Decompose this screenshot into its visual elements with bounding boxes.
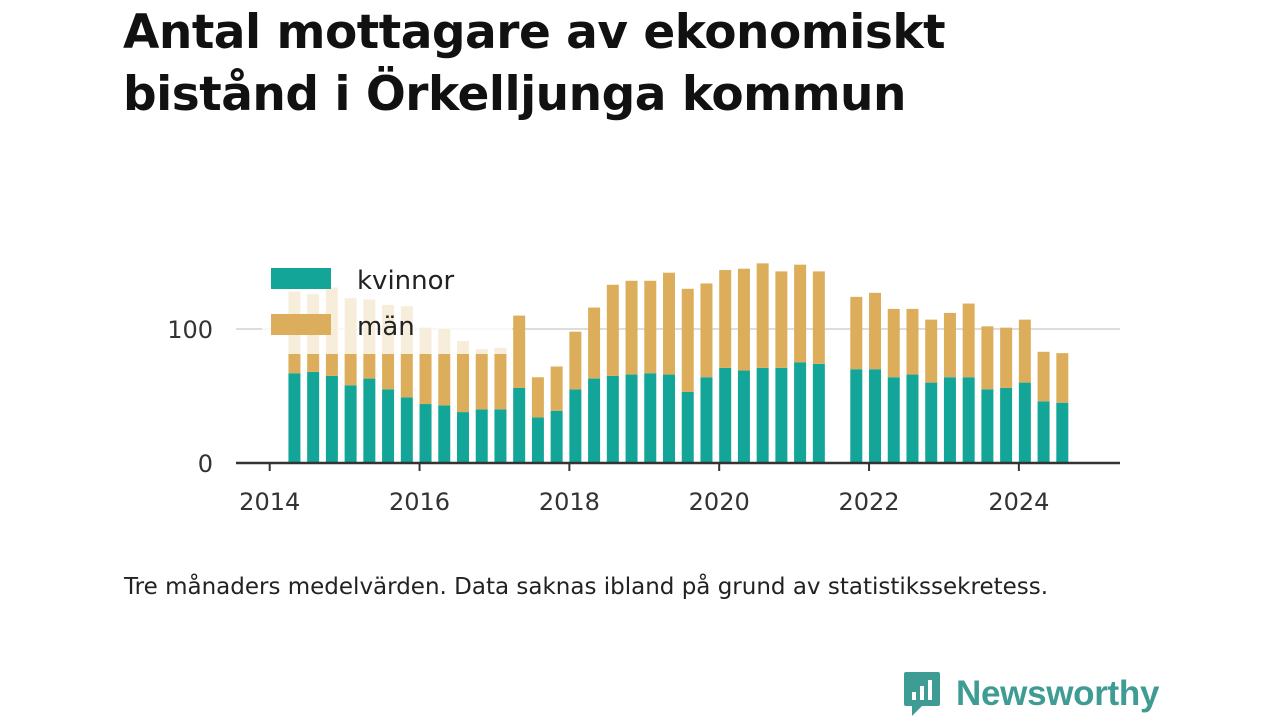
bar-kvinnor bbox=[737, 370, 750, 463]
bar-kvinnor bbox=[344, 385, 357, 463]
bar-kvinnor bbox=[719, 367, 732, 463]
bar-man bbox=[943, 312, 956, 378]
bar-man bbox=[962, 303, 975, 378]
chart-note: Tre månaders medelvärden. Data saknas ib… bbox=[124, 574, 1049, 600]
bar-kvinnor bbox=[550, 410, 563, 463]
x-tick-label: 2016 bbox=[389, 488, 450, 516]
bar-kvinnor bbox=[925, 382, 938, 463]
bar-man bbox=[588, 307, 601, 379]
bar-kvinnor bbox=[513, 387, 526, 463]
y-tick-label: 100 bbox=[167, 316, 213, 344]
bar-man bbox=[700, 283, 713, 378]
brand-name: Newsworthy bbox=[956, 674, 1160, 713]
bar-man bbox=[869, 292, 882, 370]
bar-kvinnor bbox=[475, 409, 488, 463]
bar-kvinnor bbox=[700, 377, 713, 463]
bar-kvinnor bbox=[400, 397, 413, 463]
bar-kvinnor bbox=[887, 377, 900, 463]
bar-kvinnor bbox=[588, 378, 601, 463]
bar-kvinnor bbox=[1018, 382, 1031, 463]
bar-kvinnor bbox=[531, 417, 544, 463]
legend-swatch-man bbox=[271, 314, 331, 335]
legend-swatch-kvinnor bbox=[271, 268, 331, 289]
x-tick-label: 2018 bbox=[539, 488, 600, 516]
bar-man bbox=[1000, 327, 1013, 388]
bar-man bbox=[794, 264, 807, 363]
bar-kvinnor bbox=[382, 389, 395, 463]
bar-kvinnor bbox=[1056, 402, 1069, 463]
bar-man bbox=[494, 347, 507, 410]
bar-man bbox=[1018, 319, 1031, 383]
bar-man bbox=[606, 284, 619, 376]
x-tick-label: 2022 bbox=[838, 488, 899, 516]
chart-title: Antal mottagare av ekonomiskt bistånd i … bbox=[123, 2, 1123, 126]
x-tick-label: 2020 bbox=[689, 488, 750, 516]
legend-label-man: män bbox=[357, 312, 415, 342]
bar-man bbox=[644, 280, 657, 374]
bar-kvinnor bbox=[438, 405, 451, 463]
bar-man bbox=[531, 377, 544, 418]
bar-kvinnor bbox=[307, 371, 320, 463]
bar-kvinnor bbox=[812, 363, 825, 463]
bar-man bbox=[569, 331, 582, 390]
bar-kvinnor bbox=[962, 377, 975, 463]
bar-kvinnor bbox=[1037, 401, 1050, 463]
bar-man bbox=[513, 315, 526, 388]
bar-kvinnor bbox=[756, 367, 769, 463]
x-tick-label: 2014 bbox=[239, 488, 300, 516]
bar-man bbox=[475, 349, 488, 410]
bar-kvinnor bbox=[906, 374, 919, 463]
bar-kvinnor bbox=[569, 389, 582, 463]
bar-kvinnor bbox=[456, 412, 469, 463]
bar-kvinnor bbox=[363, 378, 376, 463]
bar-kvinnor bbox=[419, 404, 432, 463]
bar-kvinnor bbox=[494, 409, 507, 463]
bar-man bbox=[625, 280, 638, 375]
chart-title-line-2: bistånd i Örkelljunga kommun bbox=[123, 67, 906, 122]
bar-man bbox=[550, 366, 563, 411]
brand[interactable]: Newsworthy bbox=[902, 668, 1159, 720]
bar-man bbox=[681, 288, 694, 392]
bar-man bbox=[1056, 353, 1069, 403]
chart: 0 100 kvinnor män 2014 2016 2018 2020 2022 2024 bbox=[167, 263, 1120, 516]
bar-man bbox=[737, 268, 750, 371]
bar-man bbox=[756, 263, 769, 368]
bar-kvinnor bbox=[981, 389, 994, 463]
bar-man bbox=[456, 341, 469, 413]
chart-title-line-1: Antal mottagare av ekonomiskt bbox=[123, 5, 946, 60]
bar-man bbox=[812, 271, 825, 364]
bar-man bbox=[775, 271, 788, 368]
bar-kvinnor bbox=[794, 362, 807, 463]
bar-kvinnor bbox=[681, 391, 694, 463]
bar-kvinnor bbox=[943, 377, 956, 463]
bar-man bbox=[887, 308, 900, 378]
bar-kvinnor bbox=[606, 375, 619, 463]
y-tick-label: 0 bbox=[198, 450, 213, 478]
bar-kvinnor bbox=[850, 369, 863, 463]
bar-man bbox=[906, 308, 919, 375]
bar-kvinnor bbox=[663, 374, 676, 463]
bar-kvinnor bbox=[288, 373, 301, 463]
bar-kvinnor bbox=[325, 375, 338, 463]
bar-man bbox=[925, 319, 938, 383]
bar-man bbox=[850, 296, 863, 370]
bar-man bbox=[663, 272, 676, 375]
x-tick-label: 2024 bbox=[988, 488, 1049, 516]
bar-kvinnor bbox=[869, 369, 882, 463]
newsworthy-logo-icon bbox=[904, 672, 940, 716]
bar-kvinnor bbox=[625, 374, 638, 463]
bar-man bbox=[981, 326, 994, 390]
bar-man bbox=[719, 270, 732, 368]
legend-label-kvinnor: kvinnor bbox=[357, 266, 455, 296]
bar-kvinnor bbox=[775, 367, 788, 463]
bar-kvinnor bbox=[1000, 387, 1013, 463]
bar-man bbox=[1037, 351, 1050, 402]
bar-kvinnor bbox=[644, 373, 657, 463]
